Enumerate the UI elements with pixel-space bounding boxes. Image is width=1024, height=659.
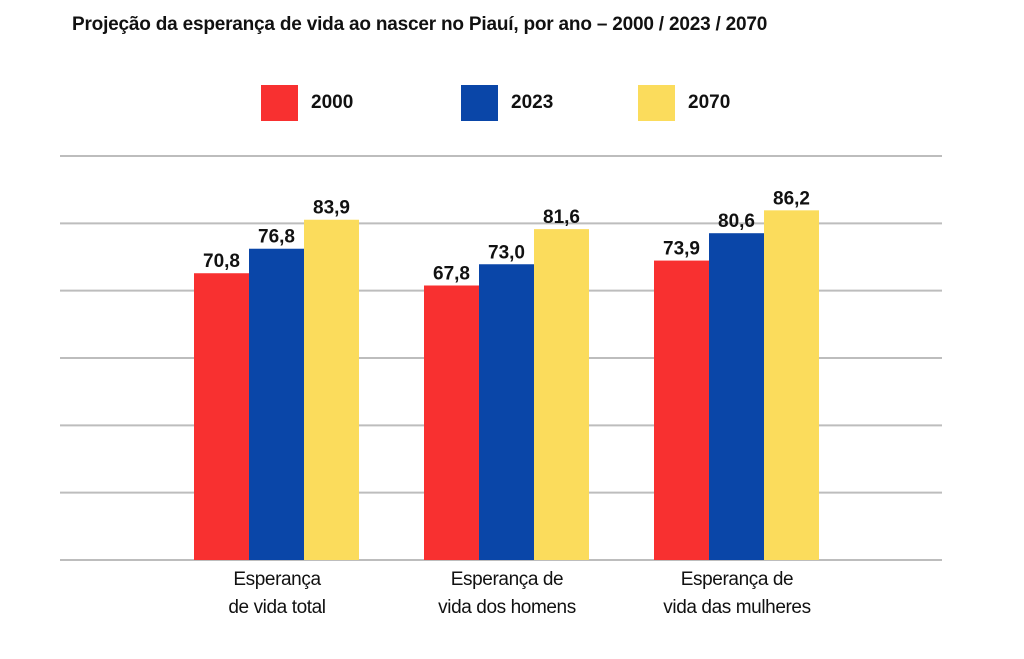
bar-2023-category-3 bbox=[709, 233, 764, 560]
data-label-2023-category-2: 73,0 bbox=[488, 242, 525, 263]
bar-2000-category-2 bbox=[424, 285, 479, 560]
bar-2023-category-2 bbox=[479, 264, 534, 560]
category-label-line: vida dos homens bbox=[438, 597, 576, 618]
bar-2000-category-3 bbox=[654, 260, 709, 560]
category-label-men: Esperança de vida dos homens bbox=[392, 566, 622, 622]
category-label-line: Esperança de bbox=[450, 569, 564, 590]
legend-item-2000: 2000 bbox=[261, 85, 353, 121]
legend-item-2023: 2023 bbox=[461, 85, 553, 121]
legend-swatch-2023 bbox=[461, 85, 498, 121]
category-label-line: vida das mulheres bbox=[663, 597, 811, 618]
bar-2000-category-1 bbox=[194, 273, 249, 560]
data-label-2070-category-2: 81,6 bbox=[543, 207, 580, 228]
data-label-2070-category-1: 83,9 bbox=[313, 198, 350, 219]
bar-2023-category-1 bbox=[249, 248, 304, 560]
bar-2070-category-3 bbox=[764, 210, 819, 560]
legend-label-2023: 2023 bbox=[511, 92, 554, 113]
category-label-line: Esperança bbox=[233, 569, 321, 590]
data-label-2000-category-2: 67,8 bbox=[433, 263, 470, 284]
data-label-2023-category-3: 80,6 bbox=[718, 211, 755, 232]
data-label-2070-category-3: 86,2 bbox=[773, 188, 810, 209]
data-label-2000-category-1: 70,8 bbox=[203, 251, 240, 272]
legend-swatch-2000 bbox=[261, 85, 298, 121]
chart-title: Projeção da esperança de vida ao nascer … bbox=[72, 14, 768, 35]
legend-swatch-2070 bbox=[638, 85, 675, 121]
category-label-women: Esperança de vida das mulheres bbox=[622, 566, 852, 622]
category-label-line: de vida total bbox=[228, 597, 326, 618]
bar-2070-category-1 bbox=[304, 219, 359, 560]
legend-label-2000: 2000 bbox=[311, 92, 354, 113]
legend-label-2070: 2070 bbox=[688, 92, 731, 113]
data-label-2000-category-3: 73,9 bbox=[663, 239, 700, 260]
legend-item-2070: 2070 bbox=[638, 85, 730, 121]
bar-2070-category-2 bbox=[534, 229, 589, 560]
data-label-2023-category-1: 76,8 bbox=[258, 227, 295, 248]
category-label-line: Esperança de bbox=[680, 569, 794, 590]
legend: 2000 2023 2070 bbox=[0, 85, 1024, 125]
category-label-total: Esperança de vida total bbox=[162, 566, 392, 622]
